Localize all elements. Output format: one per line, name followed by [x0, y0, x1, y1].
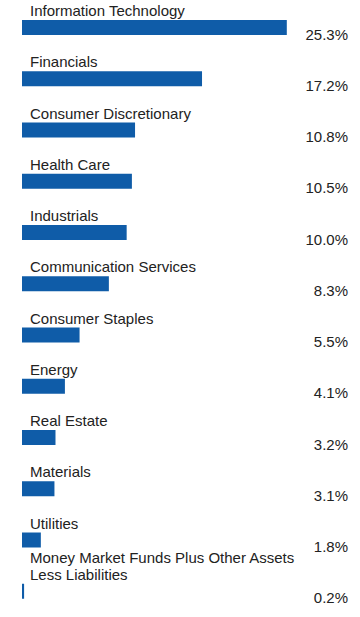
svg-text:17.2%: 17.2%	[305, 77, 348, 94]
svg-text:Health Care: Health Care	[30, 156, 110, 173]
svg-text:Money Market Funds Plus Other: Money Market Funds Plus Other AssetsLess…	[30, 549, 294, 583]
svg-text:Consumer Staples: Consumer Staples	[30, 310, 153, 327]
svg-text:Energy: Energy	[30, 361, 78, 378]
svg-text:Real Estate: Real Estate	[30, 412, 108, 429]
svg-text:10.5%: 10.5%	[305, 179, 348, 196]
svg-text:1.8%: 1.8%	[314, 538, 348, 555]
svg-text:Consumer Discretionary: Consumer Discretionary	[30, 105, 191, 122]
svg-text:Utilities: Utilities	[30, 515, 78, 532]
svg-text:Communication Services: Communication Services	[30, 258, 196, 275]
svg-text:3.1%: 3.1%	[314, 487, 348, 504]
svg-text:3.2%: 3.2%	[314, 436, 348, 453]
svg-text:10.0%: 10.0%	[305, 231, 348, 248]
svg-text:5.5%: 5.5%	[314, 333, 348, 350]
svg-text:0.2%: 0.2%	[314, 589, 348, 606]
svg-text:4.1%: 4.1%	[314, 384, 348, 401]
svg-text:Materials: Materials	[30, 463, 91, 480]
svg-text:8.3%: 8.3%	[314, 282, 348, 299]
svg-text:Financials: Financials	[30, 53, 98, 70]
svg-text:Industrials: Industrials	[30, 207, 98, 224]
svg-text:Information Technology: Information Technology	[30, 2, 185, 19]
svg-text:25.3%: 25.3%	[305, 26, 348, 43]
svg-text:10.8%: 10.8%	[305, 128, 348, 145]
